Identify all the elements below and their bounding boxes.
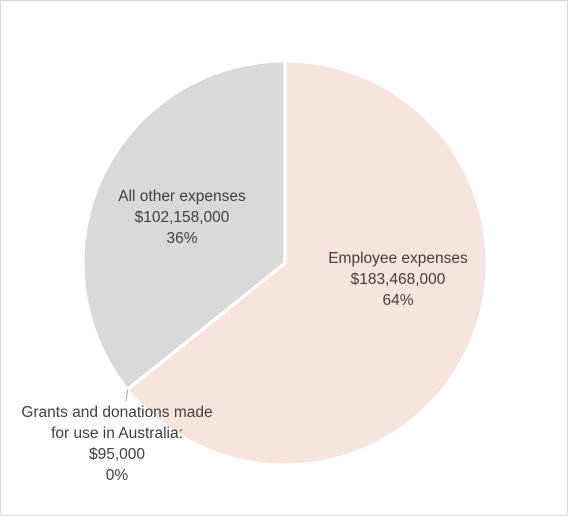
leader-line-grants-and-donations	[125, 389, 129, 402]
data-label-grants-and-donations-value: $95,000	[89, 446, 145, 463]
data-label-grants-and-donations-name-0: Grants and donations made	[21, 404, 212, 421]
data-label-grants-and-donations-percent: 0%	[106, 467, 129, 484]
data-label-all-other-expenses-value: $102,158,000	[135, 209, 230, 226]
data-label-employee-expenses-name-0: Employee expenses	[328, 250, 468, 267]
data-label-grants-and-donations-name-1: for use in Australia:	[51, 425, 183, 442]
pie-slice-all-other-expenses	[81, 59, 287, 391]
data-label-employee-expenses-value: $183,468,000	[351, 271, 446, 288]
data-label-employee-expenses-percent: 64%	[382, 292, 413, 309]
pie-slice-employee-expenses	[126, 59, 489, 467]
data-label-all-other-expenses-percent: 36%	[166, 230, 197, 247]
data-label-all-other-expenses-name-0: All other expenses	[118, 188, 246, 205]
